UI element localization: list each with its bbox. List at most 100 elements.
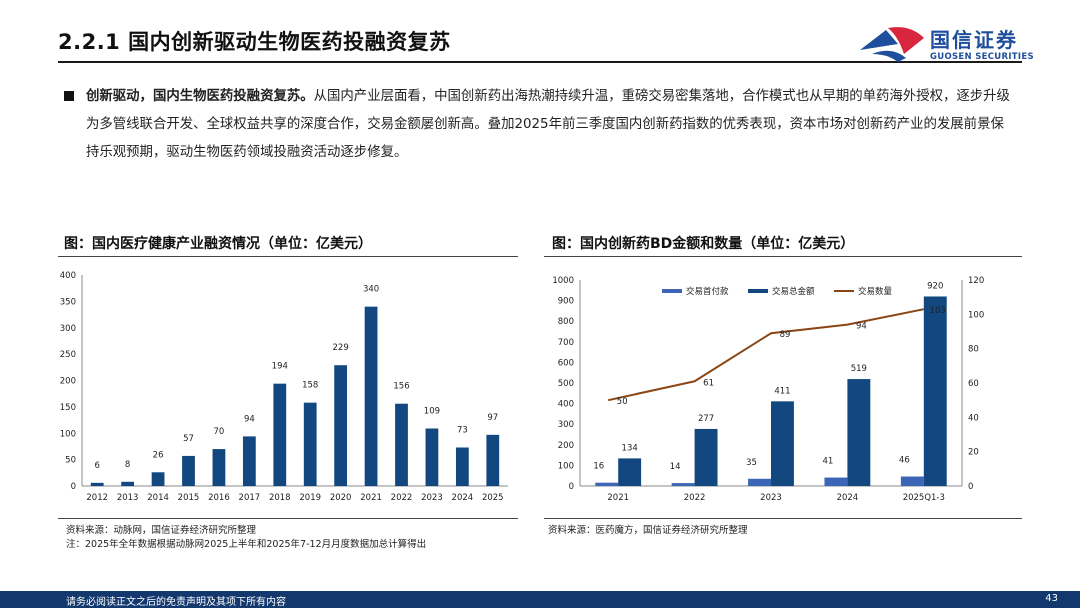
- total-amount-label-2024: 519: [851, 364, 867, 374]
- x-tick-label: 2017: [239, 493, 261, 503]
- bar-2014: [151, 472, 165, 486]
- right-chart-top-rule: [544, 256, 1022, 257]
- y-tick-label: 300: [60, 324, 76, 334]
- data-label-2021: 340: [363, 285, 379, 295]
- logo-text-en: GUOSEN SECURITIES: [930, 52, 1034, 62]
- right-chart-heading: 图：国内创新药BD金额和数量（单位：亿美元）: [552, 236, 855, 252]
- bar-2022: [395, 403, 408, 486]
- bar-2012: [90, 482, 104, 486]
- legend-label-2: 交易数量: [858, 286, 893, 297]
- first-payment-label-2022: 14: [670, 462, 681, 472]
- y2-tick-label: 60: [968, 379, 979, 389]
- y-tick-label: 50: [65, 456, 76, 466]
- logo-text-cn: 国信证券: [930, 28, 1018, 52]
- data-label-2023: 109: [424, 407, 440, 417]
- first-payment-label-2024: 41: [823, 457, 834, 467]
- legend-label-0: 交易首付款: [686, 286, 729, 297]
- y-tick-label: 100: [558, 461, 574, 471]
- footer-bar: 请务必阅读正文之后的免责声明及其项下所有内容 43: [0, 591, 1080, 608]
- x-tick-label: 2025Q1-3: [903, 493, 945, 503]
- footer-disclaimer[interactable]: 请务必阅读正文之后的免责声明及其项下所有内容: [66, 597, 286, 608]
- x-tick-label: 2015: [178, 493, 200, 503]
- bar-first-payment-2024: [824, 477, 848, 486]
- page-number: 43: [1045, 593, 1058, 604]
- y-tick-label: 1000: [552, 276, 574, 286]
- x-tick-label: 2025: [482, 493, 504, 503]
- data-label-2025: 97: [487, 413, 498, 423]
- total-amount-label-2025Q1-3: 920: [927, 281, 943, 291]
- bar-total-amount-2025Q1-3: [923, 296, 947, 486]
- y-tick-label: 0: [71, 482, 76, 492]
- guosen-logo: 国信证券 GUOSEN SECURITIES: [858, 24, 1038, 64]
- y2-tick-label: 0: [968, 482, 973, 492]
- paragraph-lead: 创新驱动，国内生物医药投融资复苏。: [86, 89, 314, 104]
- x-tick-label: 2022: [391, 493, 413, 503]
- y-tick-label: 150: [60, 403, 76, 413]
- data-label-2018: 194: [272, 362, 288, 372]
- total-amount-label-2021: 134: [622, 443, 638, 453]
- line-deal-count: [607, 308, 924, 402]
- x-tick-label: 2016: [208, 493, 230, 503]
- bar-total-amount-2021: [618, 458, 642, 486]
- x-tick-label: 2019: [299, 493, 321, 503]
- right-chart-bottom-rule: [544, 518, 1022, 519]
- bar-total-amount-2024: [847, 379, 871, 486]
- deal-count-label: 50: [617, 397, 628, 407]
- first-payment-label-2025Q1-3: 46: [899, 456, 910, 466]
- right-chart-source: 资料来源：医药魔方，国信证券经济研究所整理: [548, 525, 748, 536]
- bar-2020: [334, 365, 348, 486]
- first-payment-label-2021: 16: [593, 462, 604, 472]
- first-payment-label-2023: 35: [746, 458, 757, 468]
- x-tick-label: 2024: [837, 493, 859, 503]
- x-tick-label: 2020: [330, 493, 352, 503]
- deal-count-label: 89: [780, 330, 791, 340]
- bullet-square-icon: [64, 91, 74, 101]
- bar-2016: [212, 449, 226, 486]
- y-tick-label: 100: [60, 429, 76, 439]
- bar-2018: [273, 383, 287, 486]
- y2-tick-label: 20: [968, 448, 979, 458]
- y-tick-label: 300: [558, 420, 574, 430]
- x-tick-label: 2013: [117, 493, 139, 503]
- y-tick-label: 400: [558, 400, 574, 410]
- x-tick-label: 2021: [360, 493, 382, 503]
- left-chart-source: 资料来源：动脉网，国信证券经济研究所整理: [66, 525, 257, 536]
- left-chart-note: 注：2025年全年数据根据动脉网2025上半年和2025年7-12月月度数据加总…: [66, 539, 427, 550]
- legend-swatch-1: [748, 289, 768, 293]
- logo-mark-icon: [860, 27, 924, 62]
- bar-2023: [425, 428, 439, 486]
- x-tick-label: 2014: [147, 493, 169, 503]
- y2-tick-label: 120: [968, 276, 984, 286]
- y-tick-label: 800: [558, 317, 574, 327]
- y-tick-label: 200: [60, 377, 76, 387]
- bar-2015: [182, 455, 195, 486]
- legend-label-1: 交易总金额: [772, 286, 815, 297]
- y2-tick-label: 100: [968, 310, 984, 320]
- total-amount-label-2023: 411: [774, 386, 790, 396]
- summary-paragraph: 创新驱动，国内生物医药投融资复苏。从国内产业层面看，中国创新药出海热潮持续升温，…: [64, 83, 1014, 167]
- bar-2017: [242, 436, 256, 486]
- data-label-2014: 26: [153, 450, 164, 460]
- bar-2013: [121, 481, 135, 486]
- y-tick-label: 250: [60, 350, 76, 360]
- x-tick-label: 2018: [269, 493, 291, 503]
- right-combo-chart: 0 100 200 300 400 500 600 700 800 900 1000 0 20 40 60 8…: [552, 276, 984, 503]
- total-amount-label-2022: 277: [698, 414, 714, 424]
- x-tick-label: 2024: [452, 493, 474, 503]
- bar-2021: [364, 306, 378, 486]
- title-divider: [58, 61, 1022, 63]
- left-chart-bottom-rule: [58, 518, 518, 519]
- left-chart-top-rule: [58, 256, 518, 257]
- data-label-2015: 57: [183, 434, 194, 444]
- data-label-2022: 156: [393, 382, 409, 392]
- bar-first-payment-2025Q1-3: [900, 476, 924, 486]
- y-tick-label: 200: [558, 441, 574, 451]
- y-tick-label: 600: [558, 358, 574, 368]
- x-tick-label: 2023: [760, 493, 782, 503]
- y-tick-label: 500: [558, 379, 574, 389]
- bar-2025: [486, 434, 500, 486]
- paragraph-body: 从国内产业层面看，中国创新药出海热潮持续升温，重磅交易密集落地，合作模式也从早期…: [86, 89, 1010, 160]
- deal-count-label: 103: [930, 306, 946, 316]
- y-tick-label: 350: [60, 297, 76, 307]
- y-tick-label: 400: [60, 271, 76, 281]
